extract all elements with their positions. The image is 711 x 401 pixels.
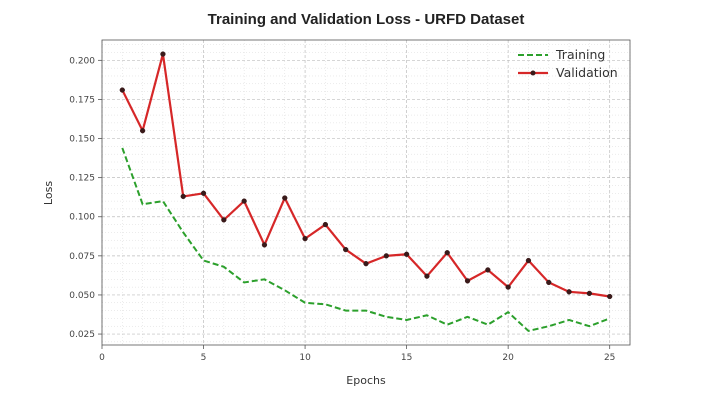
chart-title: Training and Validation Loss - URFD Data… [208,11,525,28]
plot-area [101,39,631,346]
data-point-validation [139,128,146,134]
y-tick-label: 0.125 [69,174,95,184]
x-tick-label: 25 [604,353,615,363]
data-point-validation [525,257,532,264]
y-tick-label: 0.150 [69,135,95,145]
data-point-validation [221,217,227,223]
legend: Training Validation [518,47,618,80]
data-point-validation [424,273,430,279]
data-point-validation [383,253,389,259]
y-tick-label: 0.200 [69,56,95,66]
data-point-validation [322,221,329,228]
x-tick-label: 10 [299,353,311,363]
y-tick-label: 0.025 [69,330,95,340]
x-axis-label: Epochs [346,374,386,387]
y-tick-label: 0.175 [69,95,95,105]
data-point-validation [403,251,410,257]
data-point-validation [119,87,125,93]
x-tick-label: 15 [401,353,412,363]
legend-label-validation: Validation [556,65,618,80]
data-point-validation [607,293,613,300]
data-point-validation [282,195,288,201]
series-line-training [121,147,611,332]
data-point-validation [160,51,166,57]
axis-ticks: 0 5 10 15 20 25 0.025 0.050 0.075 0.100 0.125 0.150… [69,56,615,363]
y-axis-label: Loss [42,181,55,205]
x-tick-label: 5 [201,353,207,363]
series-layer [119,51,613,332]
x-tick-label: 0 [99,353,105,363]
legend-label-training: Training [555,47,605,62]
data-point-validation [586,290,593,297]
legend-marker-validation [530,70,536,76]
data-point-validation [444,250,450,256]
y-tick-label: 0.075 [69,252,95,262]
data-point-validation [505,284,511,290]
data-point-validation [343,246,349,253]
data-point-validation [485,267,491,273]
grid [101,40,631,345]
x-tick-label: 20 [502,353,514,363]
data-point-validation [261,242,268,248]
data-point-validation [464,278,471,284]
data-point-validation [302,235,308,242]
y-tick-label: 0.100 [69,213,95,223]
data-point-validation [566,289,572,295]
y-tick-label: 0.050 [69,291,95,301]
data-point-validation [363,261,369,267]
data-point-validation [200,190,207,196]
data-point-validation [180,193,186,200]
data-point-validation [241,198,247,204]
data-point-validation [546,279,552,286]
